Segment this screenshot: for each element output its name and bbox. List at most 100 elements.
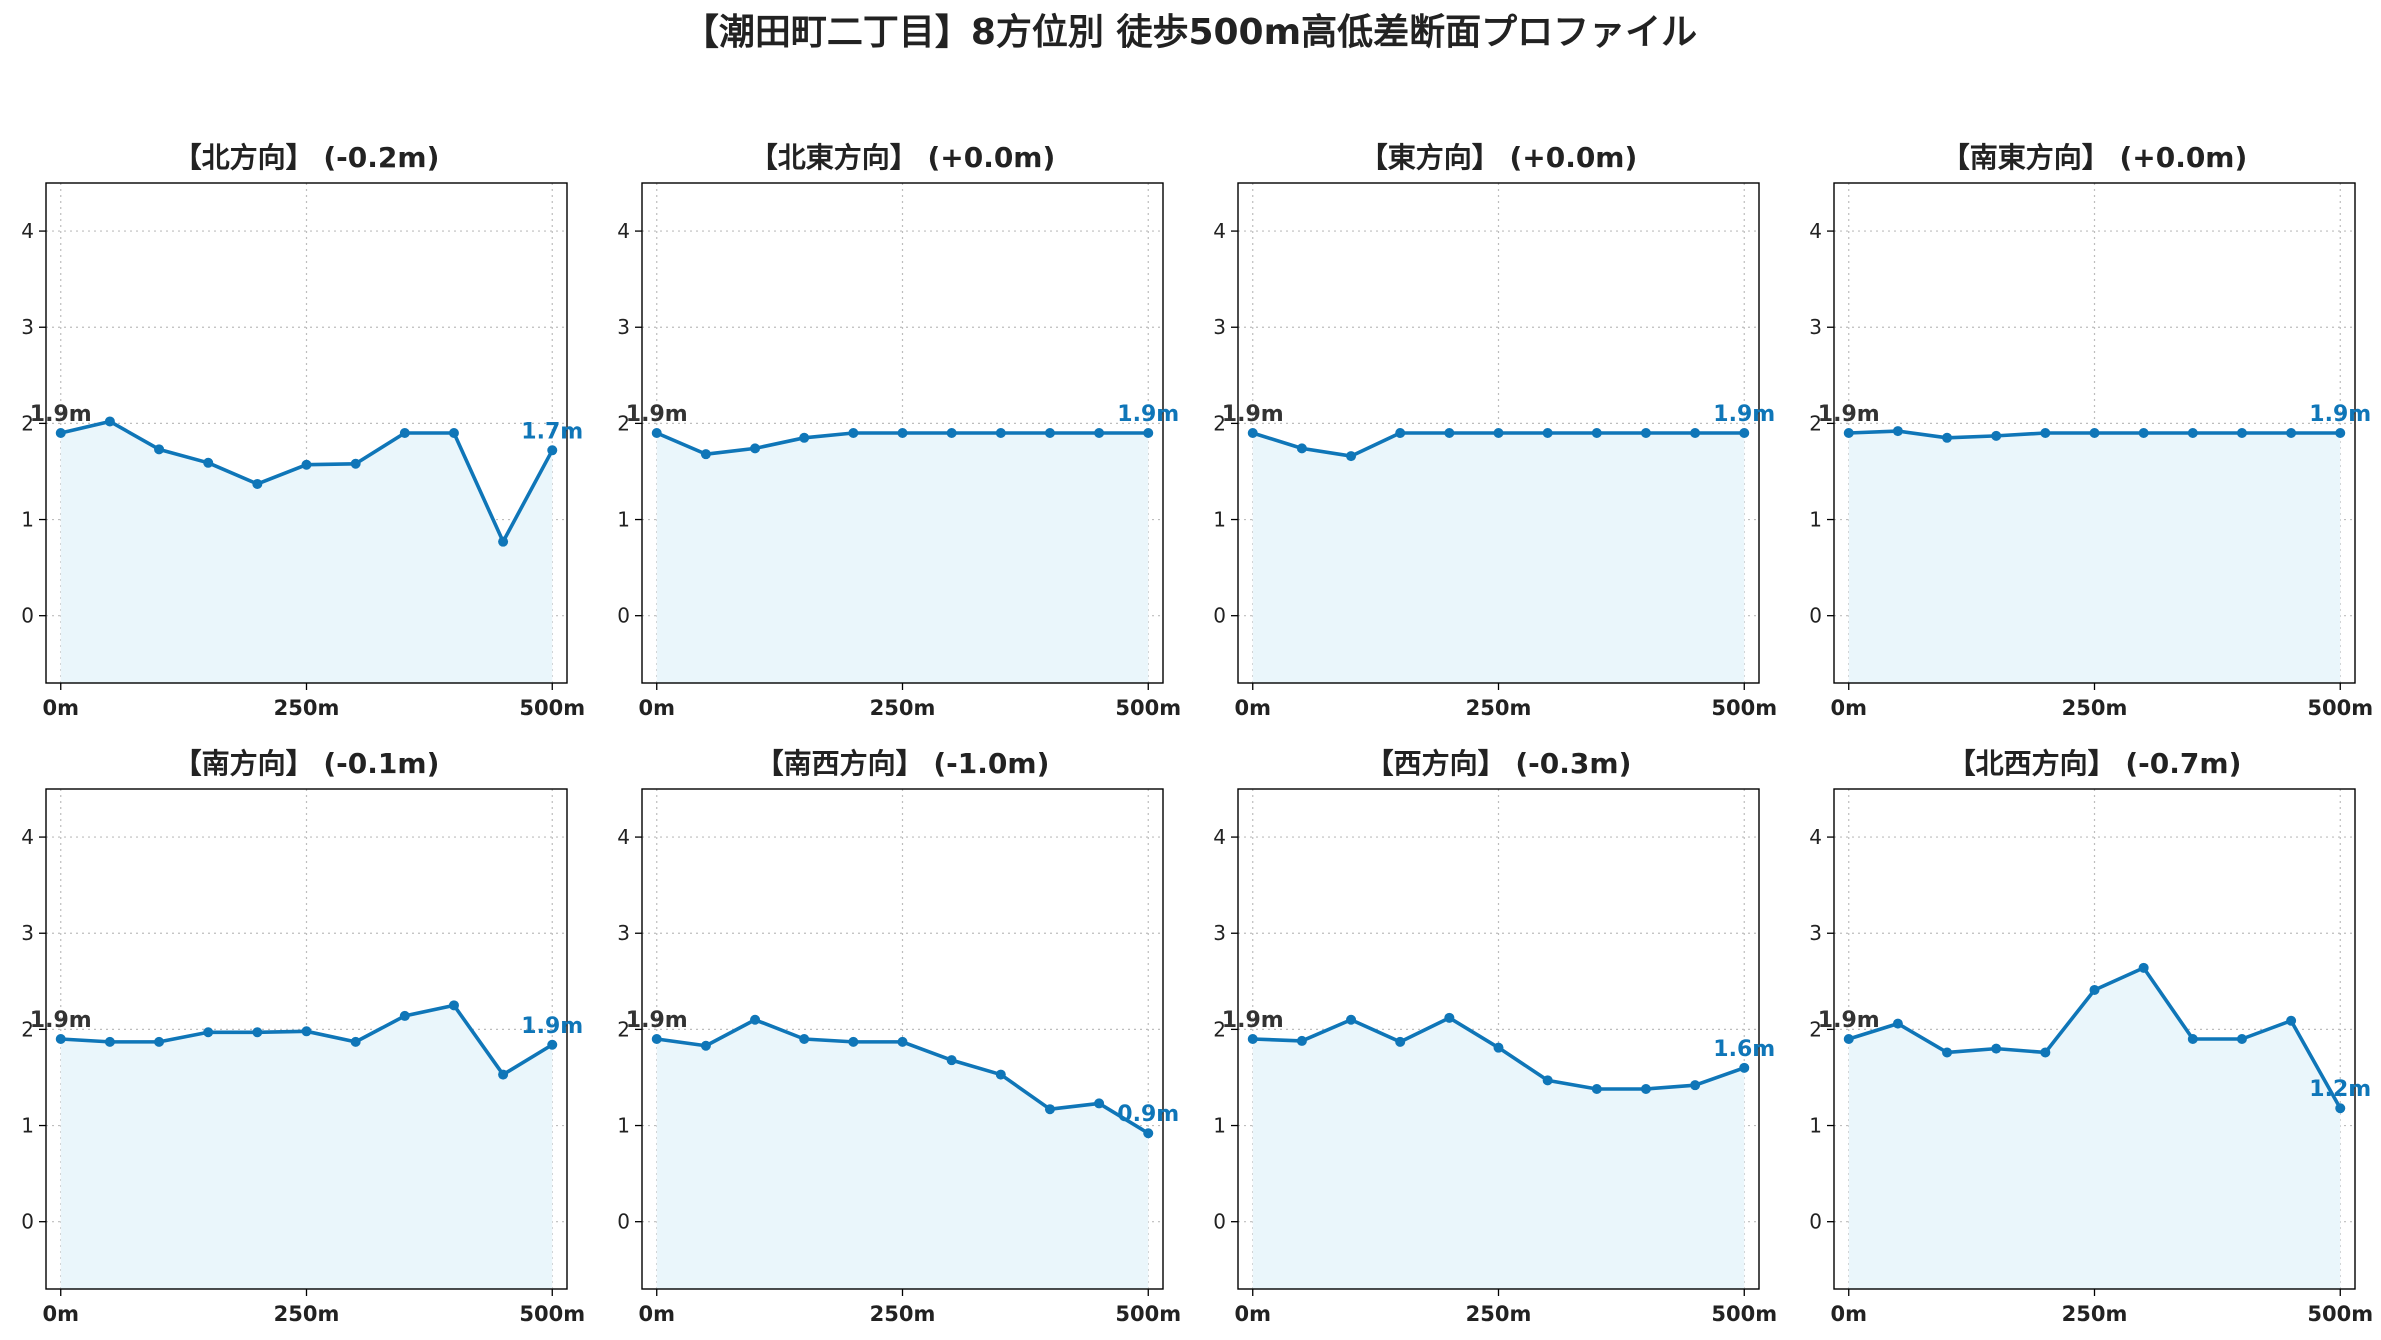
profile-point (1690, 428, 1701, 438)
y-tick-label: 2 (1809, 1017, 1822, 1041)
profile-point (2187, 1034, 2198, 1044)
x-tick-label: 250m (870, 696, 936, 720)
end-elevation-label: 1.9m (1713, 402, 1775, 427)
profile-point (1843, 428, 1854, 438)
y-tick-label: 3 (617, 921, 630, 945)
x-tick-label: 250m (2062, 696, 2128, 720)
profile-point (1591, 428, 1602, 438)
profile-point (750, 443, 761, 454)
x-tick-label: 250m (870, 1302, 936, 1326)
profile-point (1493, 1042, 1504, 1053)
chart-panel: 【北西方向】 (-0.7m) 0 1 2 3 4 0m 250m 500m 1.9m 1.2m (1809, 747, 2373, 1326)
start-elevation-label: 1.9m (30, 402, 92, 427)
profile-point (1892, 1018, 1903, 1029)
profile-point (350, 458, 361, 469)
y-tick-label: 1 (21, 508, 34, 532)
profile-point (897, 1036, 908, 1047)
y-tick-label: 1 (1213, 1114, 1226, 1138)
profile-point (799, 1034, 810, 1044)
profile-point (2040, 428, 2051, 438)
profile-point (995, 428, 1006, 438)
y-tick-label: 4 (617, 825, 630, 849)
y-tick-label: 1 (21, 1114, 34, 1138)
profile-point (2335, 428, 2346, 438)
profile-point (1739, 1062, 1750, 1073)
profile-point (448, 1000, 459, 1011)
profile-point (897, 428, 908, 438)
profile-point (1542, 1075, 1553, 1086)
profile-area (1848, 431, 2341, 683)
profile-point (1143, 428, 1154, 438)
profile-point (946, 428, 957, 438)
panel-title: 【南西方向】 (-1.0m) (756, 747, 1050, 780)
y-tick-label: 3 (1213, 921, 1226, 945)
profile-point (252, 1027, 263, 1038)
profile-point (498, 536, 509, 547)
start-elevation-label: 1.9m (626, 402, 688, 427)
y-tick-label: 1 (1809, 508, 1822, 532)
end-elevation-label: 0.9m (1117, 1102, 1179, 1127)
y-tick-label: 2 (1213, 1017, 1226, 1041)
end-elevation-label: 1.7m (521, 419, 583, 444)
end-elevation-label: 1.9m (521, 1014, 583, 1039)
start-elevation-label: 1.9m (30, 1008, 92, 1033)
panel-title: 【北西方向】 (-0.7m) (1948, 747, 2242, 780)
profile-point (1044, 428, 1055, 438)
chart-panel: 【北東方向】 (+0.0m) 0 1 2 3 4 0m 250m 500m 1.9m 1.9m (617, 141, 1181, 720)
start-elevation-label: 1.9m (1222, 1008, 1284, 1033)
y-tick-label: 2 (21, 411, 34, 435)
profile-point (1247, 1034, 1258, 1044)
profile-point (252, 478, 263, 489)
profile-point (1843, 1034, 1854, 1044)
y-tick-label: 0 (1809, 1210, 1822, 1234)
profile-point (1044, 1104, 1055, 1115)
chart-panel: 【南西方向】 (-1.0m) 0 1 2 3 4 0m 250m 500m 1.9m 0.9m (617, 747, 1181, 1326)
y-tick-label: 0 (617, 1210, 630, 1234)
y-tick-label: 2 (617, 411, 630, 435)
profile-area (656, 1019, 1149, 1289)
profile-point (1346, 1014, 1357, 1025)
profile-area (1252, 1017, 1745, 1289)
profile-point (399, 1010, 410, 1021)
profile-point (1296, 1035, 1307, 1046)
y-tick-label: 3 (21, 315, 34, 339)
y-tick-label: 4 (617, 219, 630, 243)
y-tick-label: 4 (1809, 825, 1822, 849)
x-tick-label: 500m (519, 1302, 585, 1326)
x-tick-label: 500m (1711, 696, 1777, 720)
profile-point (1591, 1084, 1602, 1094)
profile-point (203, 1027, 214, 1038)
profile-point (1991, 430, 2002, 441)
profile-point (448, 428, 459, 438)
x-tick-label: 0m (1234, 1302, 1271, 1326)
profile-point (1690, 1080, 1701, 1091)
profile-point (651, 1034, 662, 1044)
y-tick-label: 2 (1809, 411, 1822, 435)
profile-point (104, 416, 115, 427)
end-elevation-label: 1.9m (1117, 402, 1179, 427)
profile-point (1892, 426, 1903, 437)
profile-point (301, 459, 312, 470)
profile-point (1247, 428, 1258, 438)
x-tick-label: 0m (638, 1302, 675, 1326)
x-tick-label: 500m (2307, 1302, 2373, 1326)
x-tick-label: 250m (1466, 1302, 1532, 1326)
profile-point (2089, 428, 2100, 438)
y-tick-label: 3 (1213, 315, 1226, 339)
y-tick-label: 3 (617, 315, 630, 339)
profile-point (1640, 1084, 1651, 1094)
x-tick-label: 500m (1711, 1302, 1777, 1326)
profile-point (2138, 428, 2149, 438)
profile-point (1143, 1128, 1154, 1139)
profile-point (2187, 428, 2198, 438)
profile-point (1942, 1047, 1953, 1058)
profile-point (55, 428, 66, 438)
y-tick-label: 1 (1213, 508, 1226, 532)
profile-point (799, 432, 810, 443)
profile-point (1942, 432, 1953, 443)
chart-panel: 【南方向】 (-0.1m) 0 1 2 3 4 0m 250m 500m 1.9m 1.9m (21, 747, 585, 1326)
x-tick-label: 0m (638, 696, 675, 720)
x-tick-label: 500m (1115, 1302, 1181, 1326)
start-elevation-label: 1.9m (1818, 402, 1880, 427)
figure-title: 【潮田町二丁目】8方位別 徒歩500m高低差断面プロファイル (683, 12, 1697, 53)
